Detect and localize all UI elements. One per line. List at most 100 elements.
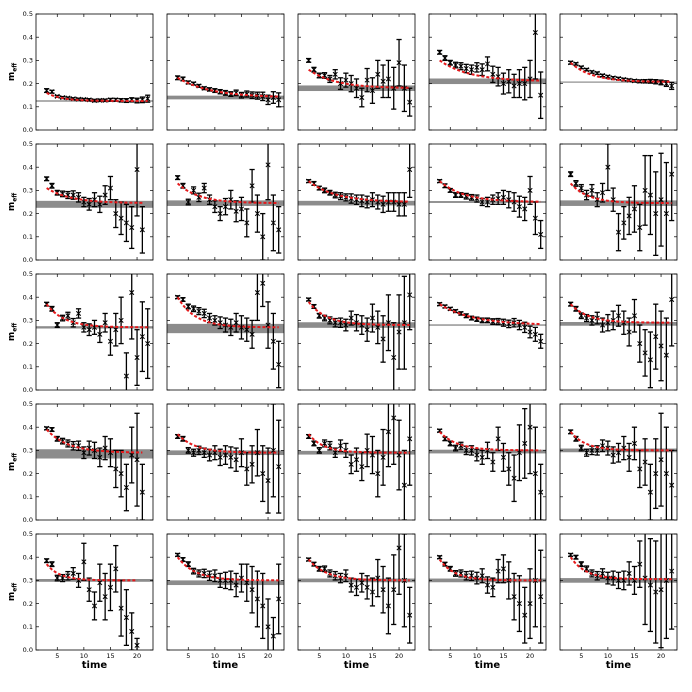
data-marker xyxy=(637,561,643,567)
data-marker xyxy=(107,185,114,191)
data-marker xyxy=(615,450,622,456)
data-point xyxy=(348,310,354,326)
data-point xyxy=(631,185,638,233)
data-point xyxy=(353,78,360,99)
data-marker xyxy=(337,443,344,449)
data-point xyxy=(217,316,223,330)
data-marker xyxy=(407,166,413,173)
data-point xyxy=(385,192,392,212)
data-marker xyxy=(327,443,333,449)
data-point xyxy=(437,49,443,55)
data-marker xyxy=(306,57,312,63)
data-marker xyxy=(118,471,124,477)
data-marker xyxy=(375,324,381,330)
data-point xyxy=(396,38,402,87)
data-point xyxy=(228,189,234,210)
data-marker xyxy=(396,60,402,66)
data-marker xyxy=(500,454,507,460)
data-point xyxy=(407,586,413,644)
data-marker xyxy=(479,67,485,73)
data-point xyxy=(86,323,92,337)
y-tick-label: 0.5 xyxy=(23,530,33,538)
data-point xyxy=(599,568,606,579)
data-marker xyxy=(185,303,191,310)
data-point xyxy=(129,426,135,484)
data-marker xyxy=(463,65,469,72)
data-point xyxy=(522,407,528,479)
data-marker xyxy=(134,166,140,173)
data-marker xyxy=(442,561,448,567)
data-point xyxy=(107,438,114,468)
data-point xyxy=(647,463,654,520)
data-marker xyxy=(201,450,207,456)
data-marker xyxy=(270,338,276,344)
data-marker xyxy=(380,201,386,207)
data-marker xyxy=(663,211,669,217)
data-point xyxy=(391,554,397,626)
data-marker xyxy=(568,552,574,558)
data-marker xyxy=(364,327,370,333)
y-tick-label: 0.2 xyxy=(23,340,33,348)
x-tick-label: 10 xyxy=(473,652,481,660)
data-point xyxy=(233,312,239,333)
data-marker xyxy=(653,471,659,477)
data-marker xyxy=(396,201,402,207)
data-point xyxy=(506,190,512,209)
data-marker xyxy=(380,336,386,342)
data-marker xyxy=(669,482,675,488)
x-axis-label: time xyxy=(606,660,632,671)
data-point xyxy=(599,72,606,79)
panel-4-1: 0.0 0.1 0.2 0.3 0.4 0.5 meff xyxy=(7,400,154,524)
data-point xyxy=(407,274,413,331)
data-marker xyxy=(369,452,376,458)
data-marker xyxy=(86,587,92,593)
data-marker xyxy=(118,215,124,221)
data-marker xyxy=(206,315,213,321)
data-marker xyxy=(479,573,485,579)
data-point xyxy=(568,552,574,558)
fit-curve xyxy=(438,558,541,582)
data-point xyxy=(490,577,496,598)
data-marker xyxy=(642,187,648,193)
data-marker xyxy=(249,587,255,593)
data-point xyxy=(495,426,501,452)
data-point xyxy=(663,426,669,520)
data-marker xyxy=(484,582,491,588)
data-point xyxy=(364,317,370,342)
data-point xyxy=(474,316,480,322)
data-marker xyxy=(276,596,282,602)
data-marker xyxy=(359,94,365,101)
x-tick-label: 15 xyxy=(237,652,245,660)
plateau-band xyxy=(560,81,677,83)
data-point xyxy=(532,201,538,236)
x-tick-label: 15 xyxy=(630,652,638,660)
data-marker xyxy=(653,79,659,85)
data-marker xyxy=(380,587,386,593)
data-point xyxy=(396,294,402,370)
data-point xyxy=(458,62,464,71)
panel-frame xyxy=(35,403,154,521)
data-point xyxy=(385,577,392,635)
data-point xyxy=(401,192,407,217)
data-marker xyxy=(375,71,381,77)
data-point xyxy=(265,144,271,201)
data-marker xyxy=(637,224,643,231)
data-marker xyxy=(49,183,55,189)
data-marker xyxy=(573,180,579,186)
plateau-band xyxy=(167,95,284,100)
data-point xyxy=(522,586,528,644)
data-point xyxy=(538,219,544,250)
data-point xyxy=(249,168,255,203)
data-marker xyxy=(453,445,459,451)
data-point xyxy=(129,274,135,340)
panel-1-3 xyxy=(297,13,416,131)
data-point xyxy=(573,61,579,67)
data-point xyxy=(495,558,501,584)
data-marker xyxy=(249,331,255,337)
data-marker xyxy=(642,459,648,465)
panel-frame xyxy=(559,533,678,651)
data-marker xyxy=(538,231,544,238)
data-point xyxy=(407,144,413,199)
panel-1-5 xyxy=(559,13,678,131)
data-marker xyxy=(364,584,370,590)
